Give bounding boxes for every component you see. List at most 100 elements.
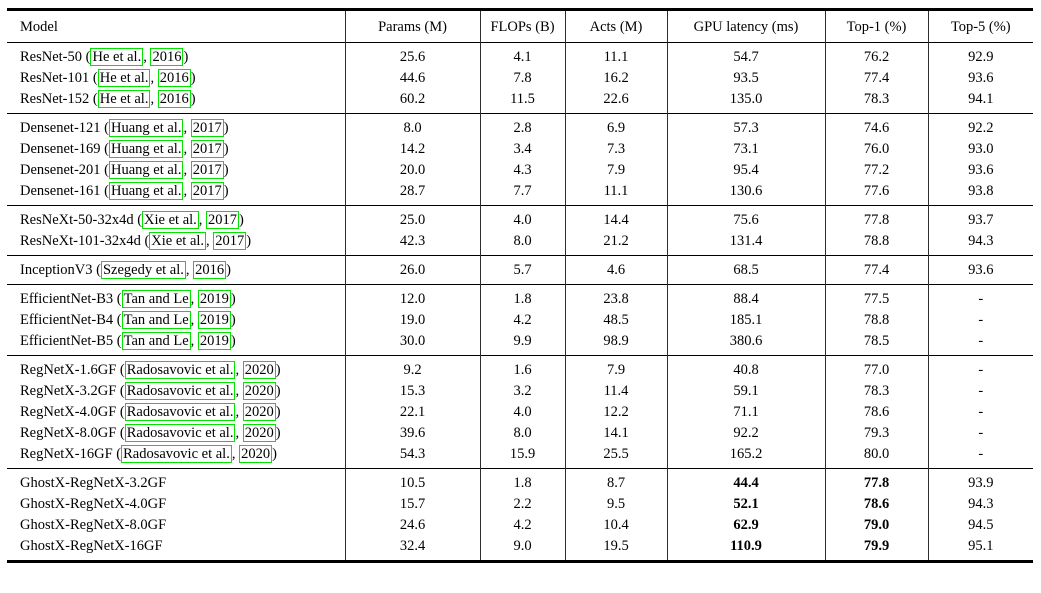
header-row: Model Params (M) FLOPs (B) Acts (M) GPU late…: [7, 9, 1033, 43]
top5-value: 94.1: [927, 88, 1033, 114]
table-row: RegNetX-16GF (Radosavovic et al., 2020) 5…: [7, 443, 1033, 469]
model-cell: RegNetX-4.0GF (Radosavovic et al., 2020): [20, 403, 281, 421]
citation-author-link[interactable]: Tan and Le: [121, 311, 191, 329]
params-value: 22.1: [344, 401, 480, 423]
model-name: GhostX-RegNetX-8.0GF: [20, 517, 167, 533]
citation-author-link[interactable]: He et al.: [97, 90, 151, 108]
top1-value: 80.0: [824, 443, 928, 469]
citation-year-link[interactable]: 2020: [239, 445, 273, 463]
table-row: ResNet-50 (He et al., 2016) 25.6 4.1 11.1 54…: [7, 42, 1033, 68]
citation-author-link[interactable]: Radosavovic et al.: [124, 424, 236, 442]
acts-value: 14.1: [564, 422, 667, 444]
latency-value: 380.6: [666, 330, 825, 356]
citation-author-link[interactable]: Xie et al.: [149, 232, 207, 250]
params-value: 39.6: [344, 422, 480, 444]
top1-value: 78.6: [824, 493, 928, 515]
top5-value: 94.3: [927, 493, 1033, 515]
model-cell: RegNetX-8.0GF (Radosavovic et al., 2020): [20, 424, 281, 442]
table-section: ResNeXt-50-32x4d (Xie et al., 2017) 25.0 4…: [7, 205, 1033, 256]
params-value: 32.4: [344, 535, 480, 562]
citation-year-link[interactable]: 2016: [193, 261, 227, 279]
latency-value: 88.4: [666, 284, 825, 310]
citation-year-link[interactable]: 2019: [197, 311, 231, 329]
model-cell: ResNeXt-50-32x4d (Xie et al., 2017): [20, 211, 244, 229]
model-name: GhostX-RegNetX-3.2GF: [20, 475, 167, 491]
table-row: GhostX-RegNetX-4.0GF 15.7 2.2 9.5 52.1 78.6 94…: [7, 493, 1033, 515]
citation-author-link[interactable]: Xie et al.: [142, 211, 199, 229]
citation-year-link[interactable]: 2017: [190, 182, 224, 200]
model-cell: GhostX-RegNetX-16GF: [7, 536, 345, 562]
citation-year-link[interactable]: 2019: [197, 332, 231, 350]
model-cell: Densenet-169 (Huang et al., 2017): [20, 140, 229, 158]
latency-value: 135.0: [666, 88, 825, 114]
citation-author-link[interactable]: Szegedy et al.: [100, 261, 186, 279]
acts-value: 11.1: [564, 180, 667, 206]
citation-year-link[interactable]: 2017: [190, 119, 224, 137]
column-header-params: Params (M): [344, 9, 480, 43]
top5-value: 92.2: [927, 113, 1033, 139]
model-name: ResNeXt-50-32x4d: [20, 212, 134, 228]
citation-year-link[interactable]: 2020: [242, 424, 276, 442]
flops-value: 5.7: [479, 255, 565, 285]
model-name: RegNetX-4.0GF: [20, 404, 117, 420]
acts-value: 16.2: [564, 67, 667, 89]
latency-value: 54.7: [666, 42, 825, 68]
top5-value: -: [927, 443, 1033, 469]
latency-value: 52.1: [666, 493, 825, 515]
citation-year-link[interactable]: 2019: [197, 290, 231, 308]
latency-value: 92.2: [666, 422, 825, 444]
top1-value: 78.3: [824, 380, 928, 402]
acts-value: 10.4: [564, 514, 667, 536]
params-value: 30.0: [344, 330, 480, 356]
top1-value: 77.8: [824, 205, 928, 231]
acts-value: 11.1: [564, 42, 667, 68]
citation-author-link[interactable]: He et al.: [90, 48, 144, 66]
table-row: RegNetX-1.6GF (Radosavovic et al., 2020)…: [7, 355, 1033, 381]
citation-author-link[interactable]: Tan and Le: [121, 332, 191, 350]
top1-value: 77.5: [824, 284, 928, 310]
model-cell: ResNet-152 (He et al., 2016): [20, 90, 196, 108]
table-section: Densenet-121 (Huang et al., 2017) 8.0 2.8 6…: [7, 113, 1033, 206]
params-value: 42.3: [344, 230, 480, 256]
model-cell: Densenet-201 (Huang et al., 2017): [20, 161, 229, 179]
params-value: 54.3: [344, 443, 480, 469]
citation-author-link[interactable]: He et al.: [97, 69, 151, 87]
top5-value: 93.6: [927, 255, 1033, 285]
citation-year-link[interactable]: 2017: [190, 161, 224, 179]
citation-author-link[interactable]: Radosavovic et al.: [124, 361, 236, 379]
citation-year-link[interactable]: 2020: [242, 403, 276, 421]
citation-author-link[interactable]: Radosavovic et al.: [124, 403, 236, 421]
top1-value: 78.3: [824, 88, 928, 114]
model-cell: RegNetX-1.6GF (Radosavovic et al., 2020): [20, 361, 281, 379]
citation-year-link[interactable]: 2020: [242, 382, 276, 400]
citation-author-link[interactable]: Tan and Le: [121, 290, 191, 308]
citation-author-link[interactable]: Huang et al.: [109, 182, 184, 200]
model-comparison-table: Model Params (M) FLOPs (B) Acts (M) GPU late…: [7, 8, 1033, 563]
acts-value: 14.4: [564, 205, 667, 231]
citation-author-link[interactable]: Huang et al.: [109, 140, 184, 158]
table-row: EfficientNet-B4 (Tan and Le, 2019) 19.0 4.…: [7, 309, 1033, 331]
citation-year-link[interactable]: 2017: [206, 211, 240, 229]
acts-value: 6.9: [564, 113, 667, 139]
model-cell: RegNetX-16GF (Radosavovic et al., 2020): [20, 445, 277, 463]
flops-value: 4.0: [479, 401, 565, 423]
top1-value: 77.4: [824, 255, 928, 285]
citation-year-link[interactable]: 2016: [157, 90, 191, 108]
flops-value: 2.8: [479, 113, 565, 139]
citation-year-link[interactable]: 2016: [157, 69, 191, 87]
latency-value: 57.3: [666, 113, 825, 139]
model-name: Densenet-169: [20, 141, 101, 157]
flops-value: 4.2: [479, 514, 565, 536]
citation-author-link[interactable]: Huang et al.: [109, 119, 184, 137]
citation-author-link[interactable]: Radosavovic et al.: [124, 382, 236, 400]
citation-year-link[interactable]: 2016: [150, 48, 184, 66]
flops-value: 8.0: [479, 422, 565, 444]
citation-author-link[interactable]: Huang et al.: [109, 161, 184, 179]
citation-year-link[interactable]: 2020: [242, 361, 276, 379]
model-cell: RegNetX-3.2GF (Radosavovic et al., 2020): [20, 382, 281, 400]
citation-author-link[interactable]: Radosavovic et al.: [121, 445, 232, 463]
citation-year-link[interactable]: 2017: [213, 232, 247, 250]
top1-value: 78.8: [824, 230, 928, 256]
citation-year-link[interactable]: 2017: [190, 140, 224, 158]
model-cell: ResNeXt-101-32x4d (Xie et al., 2017): [20, 232, 252, 250]
